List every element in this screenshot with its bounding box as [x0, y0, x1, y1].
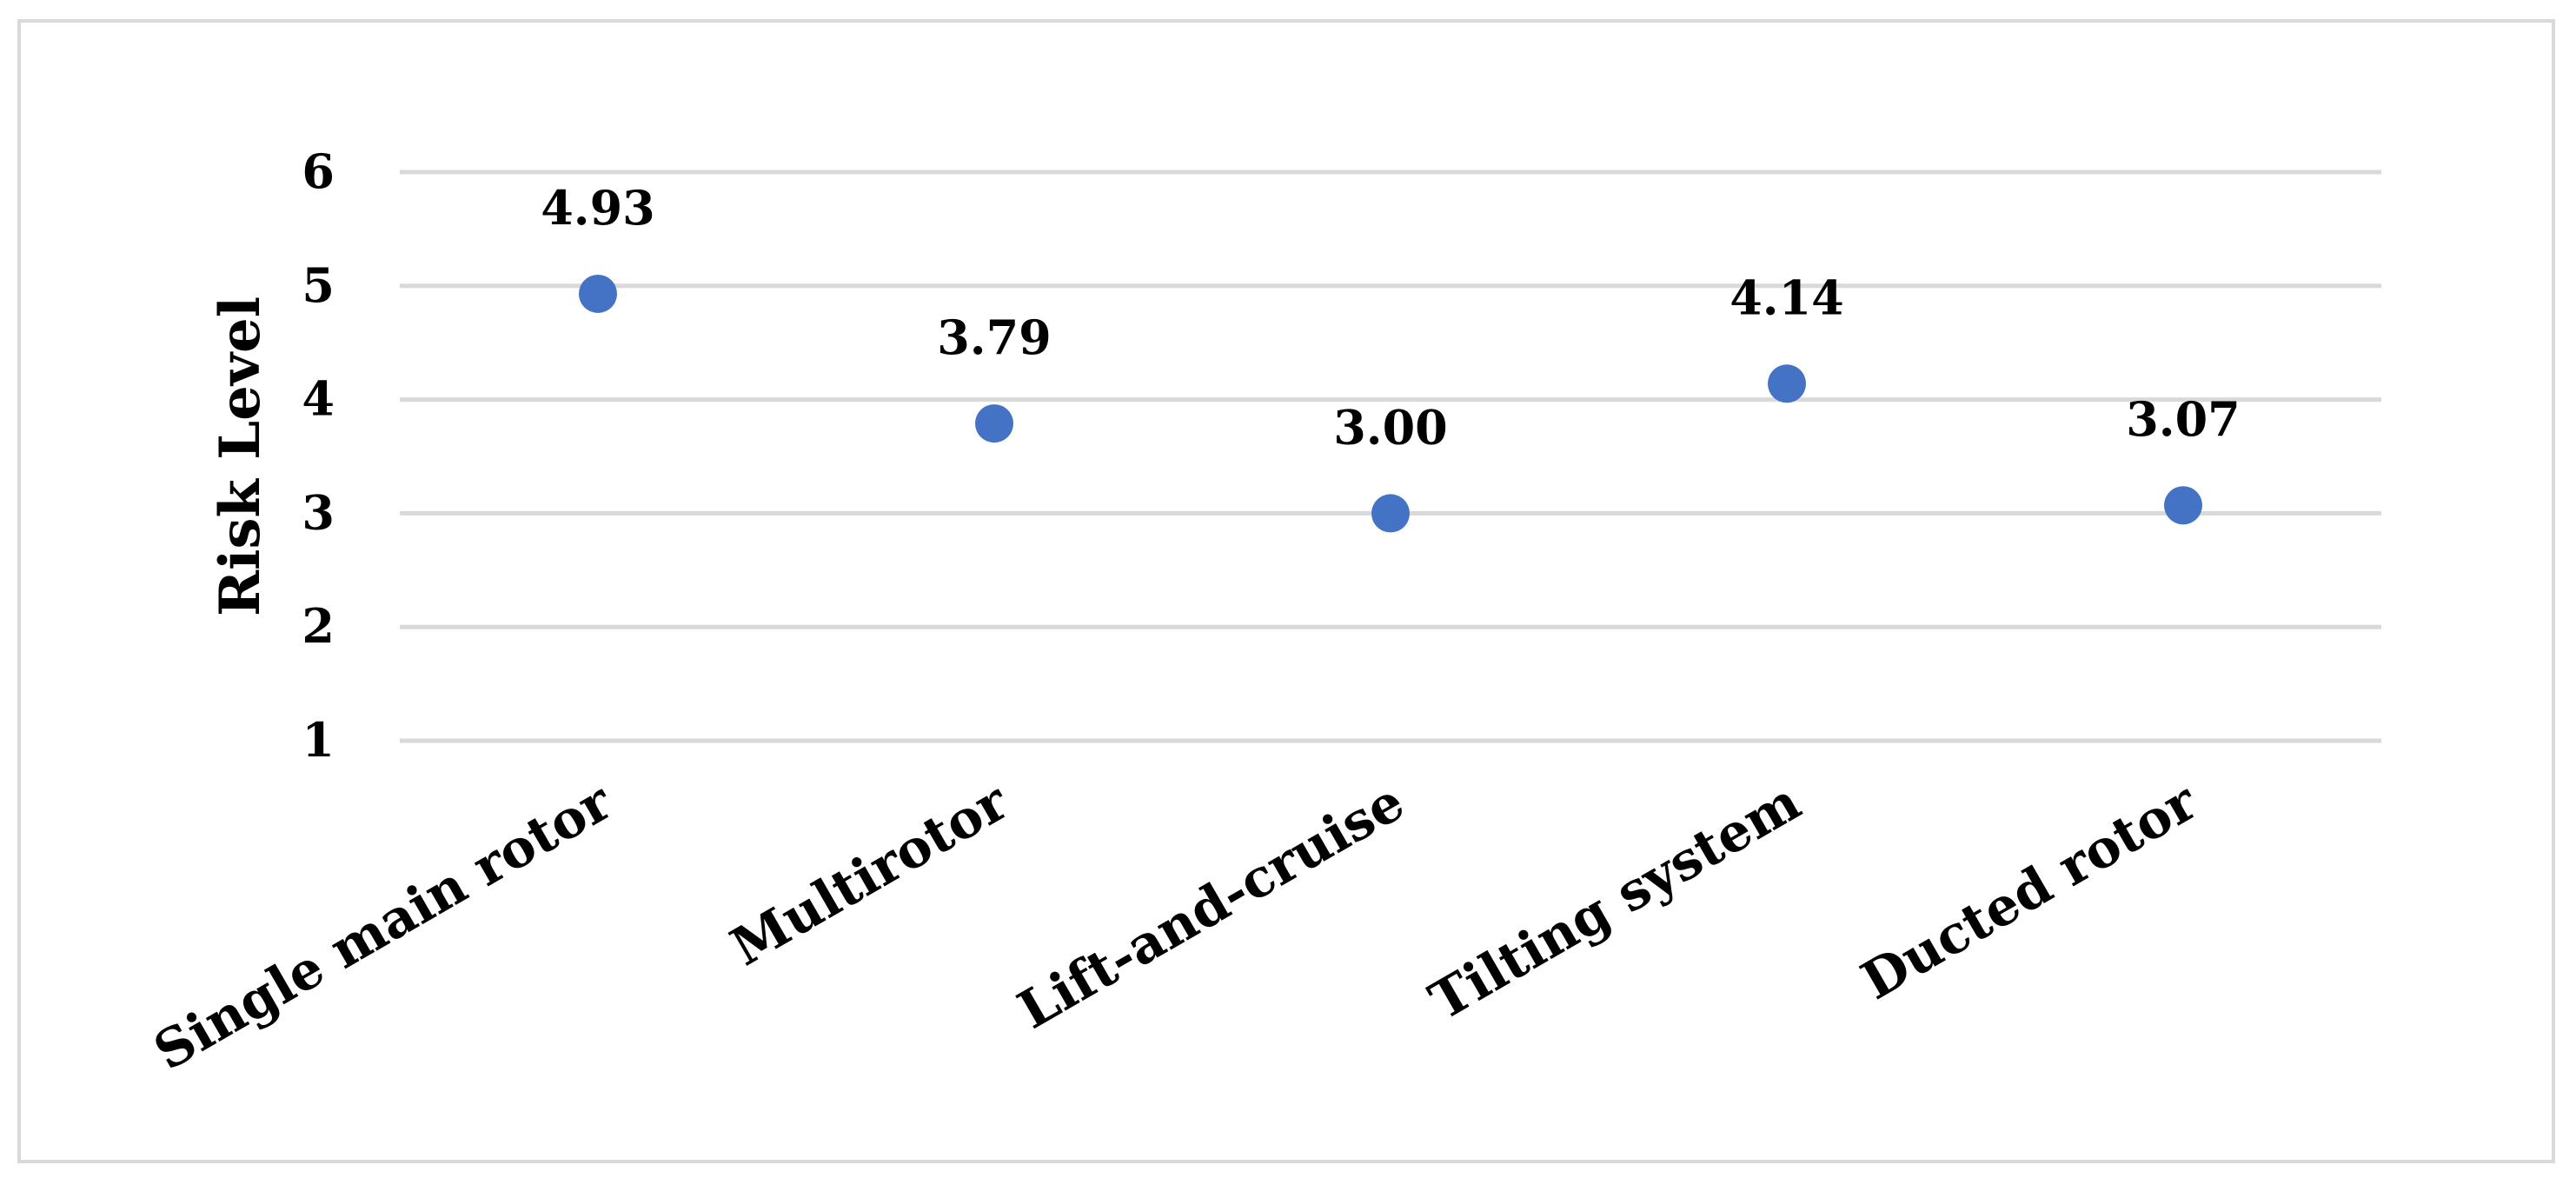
- category-label: Single main rotor: [144, 771, 623, 1082]
- y-tick-label: 4: [302, 371, 335, 427]
- gridlines: [400, 170, 2381, 743]
- data-point: [975, 404, 1013, 443]
- category-label: Multirotor: [721, 771, 1019, 978]
- data-point: [2164, 486, 2202, 525]
- data-label: 3.07: [2126, 391, 2241, 447]
- data-label: 3.79: [937, 310, 1052, 365]
- data-points: [579, 274, 2202, 533]
- y-tick-label: 6: [302, 143, 335, 199]
- category-label: Ducted rotor: [1851, 771, 2208, 1012]
- y-tick-label: 1: [302, 712, 335, 768]
- data-point: [1768, 364, 1806, 403]
- category-labels: Single main rotor MultirotorLift-and-crui…: [144, 771, 2208, 1082]
- chart-frame: [17, 19, 2555, 1163]
- y-tick-label: 3: [302, 484, 335, 540]
- data-label: 4.93: [541, 180, 655, 236]
- y-tick-labels: 1 2 3 4 5 6: [302, 143, 335, 768]
- data-label: 4.14: [1730, 270, 1844, 325]
- y-tick-label: 5: [302, 257, 335, 313]
- y-axis-title: Risk Level: [208, 296, 273, 616]
- data-label: 3.00: [1333, 399, 1448, 455]
- y-tick-label: 2: [302, 598, 335, 654]
- category-label: Lift-and-cruise: [1008, 771, 1414, 1041]
- data-point: [1371, 494, 1410, 533]
- data-labels: 4.93 3.79 3.00 4.14 3.07: [541, 180, 2241, 455]
- category-label: Tilting system: [1420, 771, 1811, 1032]
- data-point: [579, 274, 617, 313]
